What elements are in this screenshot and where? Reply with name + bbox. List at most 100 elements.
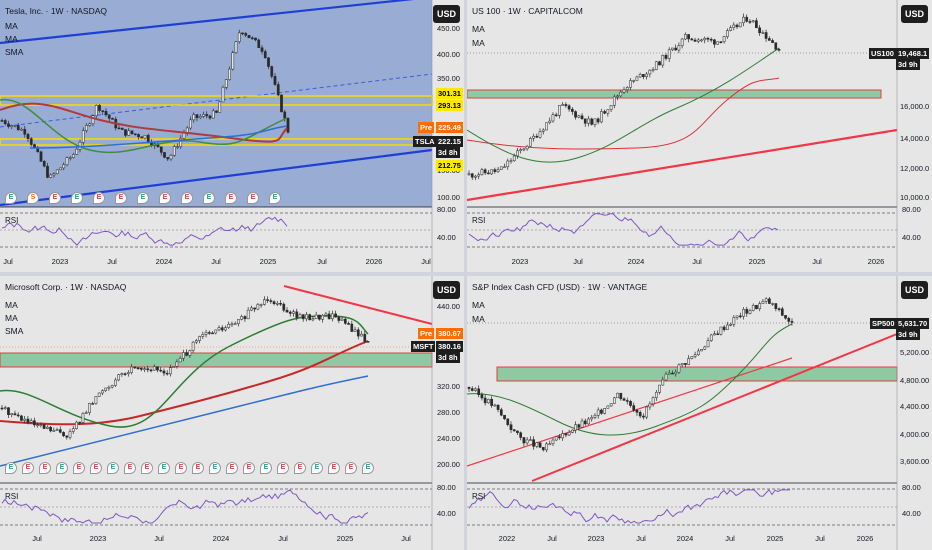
msft-earnings-event-icon[interactable]: E	[56, 462, 68, 474]
tsla-earnings-event-icon[interactable]: E	[49, 192, 61, 204]
sp500-candle	[738, 315, 742, 318]
chart-panel-msft[interactable]: Microsoft Corp. · 1W · NASDAQ MA MA SMA …	[0, 276, 464, 550]
tsla-earnings-event-icon[interactable]: E	[93, 192, 105, 204]
sp500-candle	[619, 392, 623, 400]
sp500-candle	[622, 398, 626, 401]
tsla-earnings-event-icon[interactable]: S	[27, 192, 39, 204]
msft-earnings-event-icon[interactable]: E	[277, 462, 289, 474]
tsla-candle	[244, 33, 248, 36]
msft-earnings-event-icon[interactable]: E	[5, 462, 17, 474]
us100-candle	[700, 39, 703, 42]
msft-earnings-event-icon[interactable]: E	[328, 462, 340, 474]
tsla-earnings-event-icon[interactable]: E	[115, 192, 127, 204]
msft-earnings-event-icon[interactable]: E	[243, 462, 255, 474]
tsla-rsi-label[interactable]: RSI	[5, 216, 19, 225]
chart-panel-sp500[interactable]: S&P Index Cash CFD (USD) · 1W · VANTAGE …	[467, 276, 932, 550]
us100-candle	[606, 109, 610, 114]
msft-earnings-event-icon[interactable]: E	[209, 462, 221, 474]
tsla-currency-button[interactable]: USD	[433, 5, 460, 23]
tsla-candle	[0, 120, 4, 122]
msft-candle	[256, 304, 260, 310]
tsla-candle	[120, 127, 124, 130]
msft-earnings-event-icon[interactable]: E	[39, 462, 51, 474]
us100-rsi-label[interactable]: RSI	[472, 216, 486, 225]
tsla-earnings-event-icon[interactable]: E	[247, 192, 259, 204]
sp500-candle	[625, 400, 629, 402]
tsla-candle	[208, 115, 212, 119]
chart-panel-us100[interactable]: US 100 · 1W · CAPITALCOM MA MA USD US100…	[467, 0, 932, 272]
msft-earnings-event-icon[interactable]: E	[226, 462, 238, 474]
tsla-earnings-event-icon[interactable]: E	[137, 192, 149, 204]
msft-earnings-event-icon[interactable]: E	[107, 462, 119, 474]
msft-currency-button[interactable]: USD	[433, 281, 460, 299]
tsla-x-tick: Jul	[317, 257, 327, 266]
tsla-earnings-event-icon[interactable]: E	[5, 192, 17, 204]
msft-candle	[246, 309, 250, 320]
sp500-candle	[474, 388, 477, 391]
tsla-indicator-sma[interactable]: SMA	[5, 47, 24, 57]
us100-last-price: 19,468.1	[896, 48, 930, 59]
msft-candle	[263, 299, 266, 305]
msft-earnings-event-icon[interactable]: E	[22, 462, 34, 474]
us100-indicator-ma1[interactable]: MA	[472, 24, 485, 34]
us100-indicator-ma2[interactable]: MA	[472, 38, 485, 48]
tsla-earnings-event-icon[interactable]: E	[203, 192, 215, 204]
sp500-candle	[635, 409, 639, 413]
sp500-candle	[774, 303, 778, 309]
us100-x-tick: 2024	[627, 257, 645, 266]
us100-candle	[558, 105, 561, 116]
msft-indicator-sma[interactable]: SMA	[5, 326, 24, 336]
msft-earnings-event-icon[interactable]: E	[311, 462, 323, 474]
tsla-earnings-event-icon[interactable]: E	[71, 192, 83, 204]
tsla-indicator-ma2[interactable]: MA	[5, 34, 18, 44]
tsla-earnings-event-icon[interactable]: E	[159, 192, 171, 204]
tsla-channel-fill	[0, 0, 432, 207]
tsla-earnings-event-icon[interactable]: E	[269, 192, 281, 204]
tsla-candle	[42, 161, 46, 167]
us100-countdown: 3d 9h	[896, 59, 920, 70]
sp500-currency-button[interactable]: USD	[901, 281, 928, 299]
msft-earnings-event-icon[interactable]: E	[158, 462, 170, 474]
msft-indicator-ma2[interactable]: MA	[5, 313, 18, 323]
sp500-rsi-label[interactable]: RSI	[472, 492, 486, 501]
chart-panel-tsla[interactable]: Tesla, Inc. · 1W · NASDAQ MA MA SMA USD …	[0, 0, 464, 272]
msft-candle	[107, 386, 111, 389]
msft-candle	[33, 420, 36, 426]
sp500-axis-tick: 5,200.00	[900, 348, 930, 357]
us100-candle	[654, 61, 658, 70]
sp500-candle	[700, 349, 703, 352]
us100-candle	[574, 111, 577, 118]
msft-candle	[240, 316, 244, 320]
msft-earnings-event-icon[interactable]: E	[90, 462, 102, 474]
sp500-indicator-ma2[interactable]: MA	[472, 314, 485, 324]
us100-candle	[642, 74, 645, 78]
msft-earnings-event-icon[interactable]: E	[175, 462, 187, 474]
msft-earnings-event-icon[interactable]: E	[124, 462, 136, 474]
sp500-support-zone	[496, 366, 898, 382]
sp500-candle	[470, 388, 474, 391]
sp500-x-tick: 2024	[676, 534, 694, 543]
sp500-candle	[567, 432, 571, 436]
msft-earnings-event-icon[interactable]: E	[141, 462, 153, 474]
tsla-indicator-ma1[interactable]: MA	[5, 21, 18, 31]
msft-earnings-event-icon[interactable]: E	[192, 462, 204, 474]
msft-earnings-event-icon[interactable]: E	[73, 462, 85, 474]
sp500-indicator-ma1[interactable]: MA	[472, 300, 485, 310]
msft-earnings-event-icon[interactable]: E	[294, 462, 306, 474]
msft-earnings-event-icon[interactable]: E	[362, 462, 374, 474]
msft-rsi-label[interactable]: RSI	[5, 492, 19, 501]
msft-earnings-event-icon[interactable]: E	[260, 462, 272, 474]
tsla-candle	[247, 35, 251, 39]
us100-candle	[709, 38, 713, 41]
tsla-earnings-event-icon[interactable]: E	[225, 192, 237, 204]
msft-x-tick: 2024	[212, 534, 230, 543]
sp500-candle	[571, 429, 574, 433]
tsla-x-tick: 2025	[259, 257, 277, 266]
msft-indicator-ma1[interactable]: MA	[5, 300, 18, 310]
us100-candle	[684, 34, 687, 40]
us100-currency-button[interactable]: USD	[901, 5, 928, 23]
sp500-trendline	[531, 333, 898, 482]
tsla-earnings-event-icon[interactable]: E	[181, 192, 193, 204]
msft-earnings-event-icon[interactable]: E	[345, 462, 357, 474]
tsla-x-tick: Jul	[107, 257, 117, 266]
